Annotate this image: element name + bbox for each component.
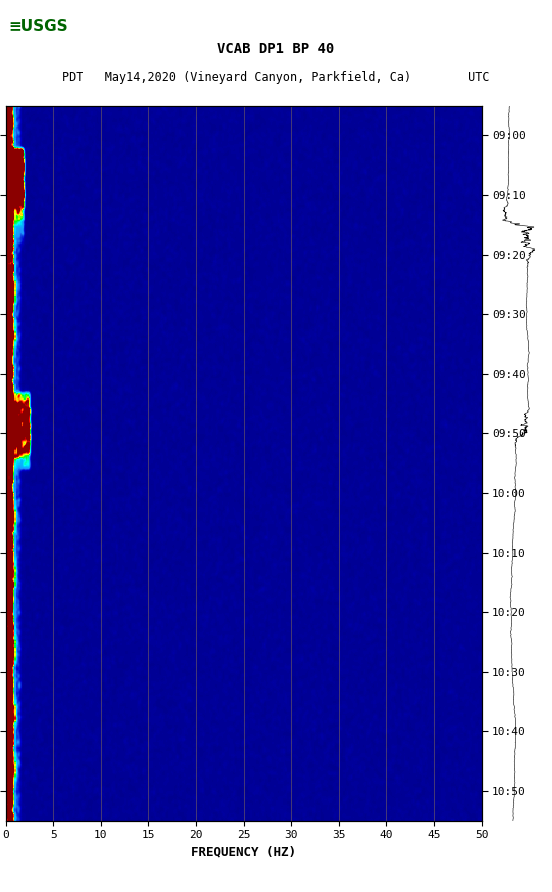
Text: PDT   May14,2020 (Vineyard Canyon, Parkfield, Ca)        UTC: PDT May14,2020 (Vineyard Canyon, Parkfie… — [62, 71, 490, 85]
X-axis label: FREQUENCY (HZ): FREQUENCY (HZ) — [191, 846, 296, 859]
Text: ≡USGS: ≡USGS — [9, 20, 68, 34]
Text: VCAB DP1 BP 40: VCAB DP1 BP 40 — [217, 42, 335, 55]
